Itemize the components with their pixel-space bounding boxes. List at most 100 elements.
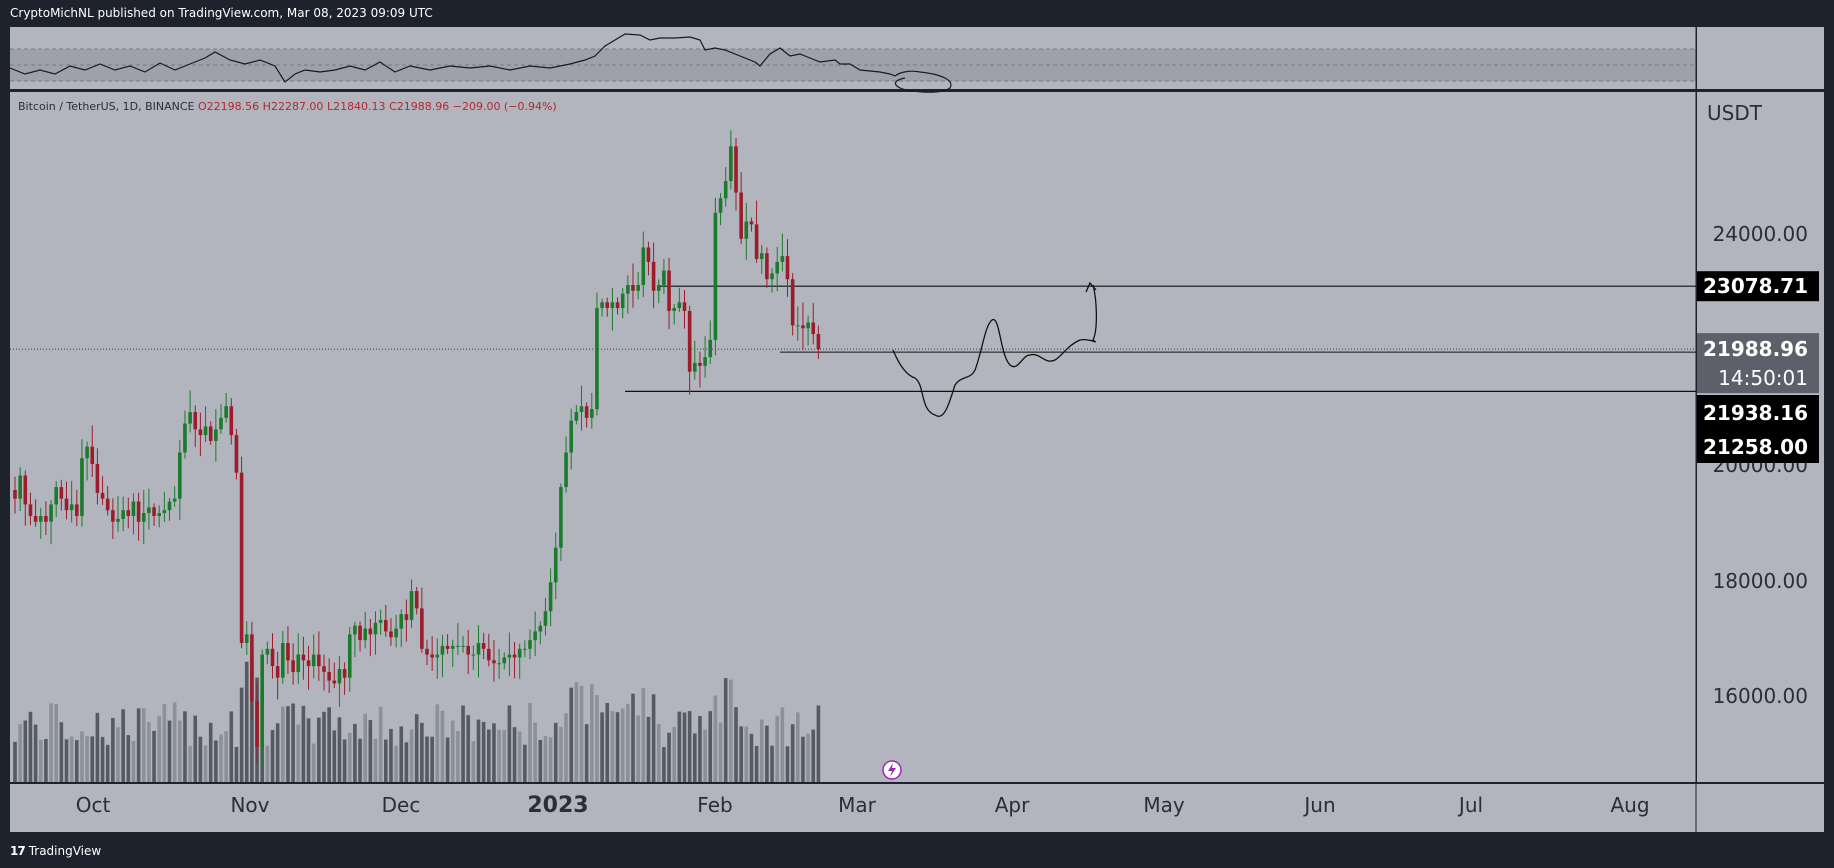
candle-body: [759, 253, 764, 259]
candle-body: [687, 310, 692, 372]
volume-bar: [620, 708, 625, 782]
volume-bar: [28, 711, 33, 782]
candle-body: [255, 700, 259, 747]
time-label: Aug: [1610, 793, 1649, 817]
volume-bar: [291, 703, 295, 782]
volume-bar: [507, 705, 512, 782]
volume-bar: [775, 715, 779, 782]
candle-body: [533, 631, 537, 641]
volume-bar: [739, 726, 743, 782]
legend-open: O22198.56: [198, 100, 260, 113]
volume-bar: [373, 738, 378, 782]
volume-bar: [553, 722, 558, 782]
volume-bar: [734, 707, 738, 782]
candle-body: [729, 146, 733, 182]
volume-bar: [512, 727, 517, 782]
candle-body: [749, 221, 754, 225]
volume-bar: [126, 735, 131, 782]
symbol-legend[interactable]: Bitcoin / TetherUS, 1D, BINANCE O22198.5…: [18, 100, 557, 113]
candle-body: [322, 666, 326, 672]
volume-bar: [749, 733, 754, 782]
volume-bar: [317, 717, 321, 782]
volume-bar: [476, 719, 481, 782]
volume-bar: [538, 739, 543, 782]
publisher-line: CryptoMichNL published on TradingView.co…: [10, 6, 433, 20]
candle-body: [317, 654, 321, 667]
volume-bar: [414, 714, 419, 782]
volume-bar: [651, 694, 656, 782]
candle-body: [141, 513, 146, 522]
candle-body: [167, 501, 172, 511]
candle-body: [18, 475, 22, 499]
volume-bar: [425, 736, 429, 782]
time-label: May: [1143, 793, 1185, 817]
candle-body: [620, 293, 625, 309]
candle-body: [744, 221, 749, 239]
volume-bar: [301, 705, 306, 782]
volume-bar: [435, 704, 440, 782]
last-price-tag-bg: [1697, 333, 1819, 394]
candle-body: [662, 270, 666, 285]
volume-bar: [610, 711, 615, 782]
volume-bar: [698, 715, 702, 782]
volume-bar: [18, 724, 22, 782]
candle-body: [250, 634, 254, 701]
volume-bar: [461, 705, 465, 782]
candle-body: [718, 198, 723, 213]
volume-bar: [806, 733, 810, 782]
volume-bar: [178, 720, 182, 782]
projection-path: [892, 284, 1098, 417]
volume-bar: [275, 723, 280, 782]
volume-bar: [713, 695, 718, 782]
volume-bar: [420, 722, 424, 782]
candle-body: [780, 256, 785, 262]
candle-body: [487, 648, 491, 661]
candle-body: [564, 452, 568, 488]
volume-bar: [399, 726, 404, 782]
candle-body: [214, 429, 218, 441]
candle-body: [69, 504, 74, 511]
candle-body: [234, 435, 239, 473]
volume-bar: [157, 716, 161, 782]
time-label: Jul: [1457, 793, 1483, 817]
candle-body: [512, 654, 517, 658]
candle-body: [672, 308, 676, 311]
candle-body: [590, 409, 594, 418]
volume-bar: [759, 719, 764, 782]
volume-bar: [729, 679, 733, 782]
candle-body: [172, 498, 177, 502]
price-tick: 16000.00: [1713, 684, 1808, 708]
candle-body: [126, 510, 131, 516]
legend-high: H22287.00: [262, 100, 324, 113]
candle-body: [147, 507, 151, 514]
resistance-tag-bg: [1697, 271, 1819, 302]
candle-body: [105, 498, 110, 511]
candle-body: [394, 628, 398, 638]
volume-bar: [723, 678, 728, 782]
volume-bar: [183, 711, 187, 782]
candle-body: [13, 489, 17, 499]
candle-body: [584, 406, 589, 418]
candle-body: [404, 614, 409, 620]
candle-body: [353, 625, 357, 635]
volume-bar: [54, 703, 58, 782]
candle-body: [471, 654, 476, 656]
candle-body: [739, 192, 743, 239]
volume-bar: [111, 717, 115, 782]
footer-brand[interactable]: TradingView: [28, 844, 102, 858]
candle-body: [517, 648, 522, 658]
candle-body: [693, 362, 697, 372]
candle-body: [579, 406, 584, 413]
candle-body: [610, 302, 615, 309]
candle-body: [95, 464, 100, 493]
candle-body: [100, 492, 105, 499]
oscillator-line: [9, 33, 896, 83]
volume-bar: [754, 745, 759, 782]
legend-close: C21988.96: [389, 100, 450, 113]
candle-body: [775, 261, 779, 274]
candle-body: [38, 515, 43, 522]
candle-body: [450, 645, 455, 649]
price-tick: 24000.00: [1713, 222, 1808, 246]
volume-bar: [214, 740, 218, 782]
